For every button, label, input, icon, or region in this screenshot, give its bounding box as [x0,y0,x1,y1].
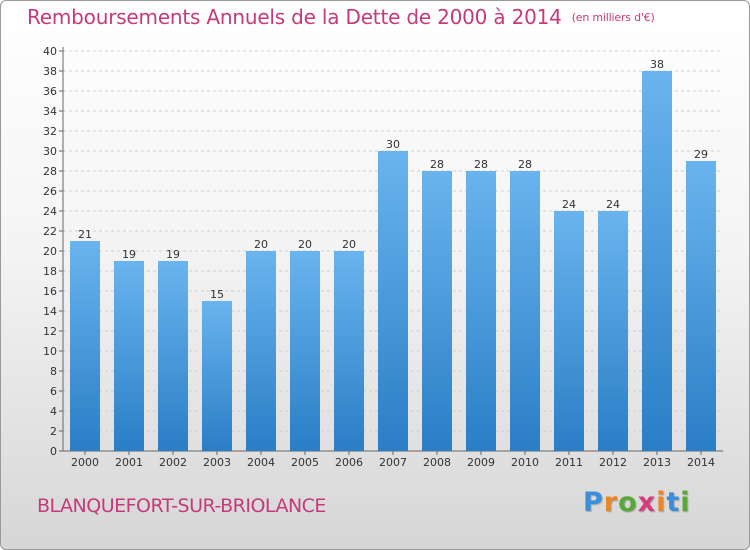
x-tick-label: 2002 [159,456,187,469]
bar-value-label: 28 [474,158,488,171]
bar-value-label: 30 [386,138,400,151]
city-name: BLANQUEFORT-SUR-BRIOLANCE [37,495,326,517]
y-tick-label: 16 [43,285,57,298]
x-tick-label: 2001 [115,456,143,469]
y-tick-label: 24 [43,205,57,218]
logo-letter: r [603,487,619,518]
x-tick-label: 2011 [555,456,583,469]
x-tick-label: 2008 [423,456,451,469]
bar [202,301,232,451]
proxiti-logo: Proxiti [583,487,691,518]
y-tick-label: 36 [43,85,57,98]
bar-value-label: 38 [650,58,664,71]
bar-value-label: 29 [694,148,708,161]
logo-letter: i [656,487,667,518]
y-tick-label: 30 [43,145,57,158]
bar-value-label: 19 [122,248,136,261]
bar [554,211,584,451]
bar [686,161,716,451]
x-tick-label: 2005 [291,456,319,469]
bar [70,241,100,451]
y-tick-label: 6 [50,385,57,398]
y-tick-label: 8 [50,365,57,378]
logo-letter: x [637,487,657,518]
bar [510,171,540,451]
x-tick-label: 2007 [379,456,407,469]
y-tick-label: 12 [43,325,57,338]
y-tick-label: 10 [43,345,57,358]
chart-unit: (en milliers d'€) [571,11,655,24]
y-tick-label: 28 [43,165,57,178]
bar-value-label: 20 [298,238,312,251]
y-tick-label: 38 [43,65,57,78]
y-tick-label: 20 [43,245,57,258]
plot-area: 0246810121416182022242628303234363840212… [43,45,723,469]
bar-value-label: 15 [210,288,224,301]
x-tick-label: 2013 [643,456,671,469]
x-tick-label: 2014 [687,456,715,469]
bar-value-label: 21 [78,228,92,241]
bar-value-label: 28 [518,158,532,171]
bar-value-label: 19 [166,248,180,261]
y-tick-label: 26 [43,185,57,198]
chart-title: Remboursements Annuels de la Dette de 20… [27,5,655,29]
bar-value-label: 20 [342,238,356,251]
logo-letter: i [680,487,691,518]
y-tick-label: 2 [50,425,57,438]
bar [598,211,628,451]
x-tick-label: 2009 [467,456,495,469]
y-tick-label: 40 [43,45,57,58]
x-tick-label: 2010 [511,456,539,469]
y-tick-label: 14 [43,305,57,318]
chart-title-text: Remboursements Annuels de la Dette de 20… [27,5,562,29]
y-tick-label: 0 [50,445,57,458]
bar [466,171,496,451]
x-tick-label: 2012 [599,456,627,469]
x-tick-label: 2000 [71,456,99,469]
y-tick-label: 34 [43,105,57,118]
bar [334,251,364,451]
bar-chart: 0246810121416182022242628303234363840212… [43,45,723,469]
logo-letter: o [618,487,638,518]
bar-value-label: 24 [606,198,620,211]
x-tick-label: 2006 [335,456,363,469]
x-tick-label: 2003 [203,456,231,469]
logo-letter: t [666,487,681,518]
y-tick-label: 18 [43,265,57,278]
bar-value-label: 28 [430,158,444,171]
bar [378,151,408,451]
bar [422,171,452,451]
bar-value-label: 20 [254,238,268,251]
y-tick-label: 22 [43,225,57,238]
logo-letter: P [583,487,604,518]
bar [114,261,144,451]
y-tick-label: 4 [50,405,57,418]
bar-value-label: 24 [562,198,576,211]
bar [290,251,320,451]
bar [158,261,188,451]
x-tick-label: 2004 [247,456,275,469]
bar [642,71,672,451]
y-tick-label: 32 [43,125,57,138]
bar [246,251,276,451]
